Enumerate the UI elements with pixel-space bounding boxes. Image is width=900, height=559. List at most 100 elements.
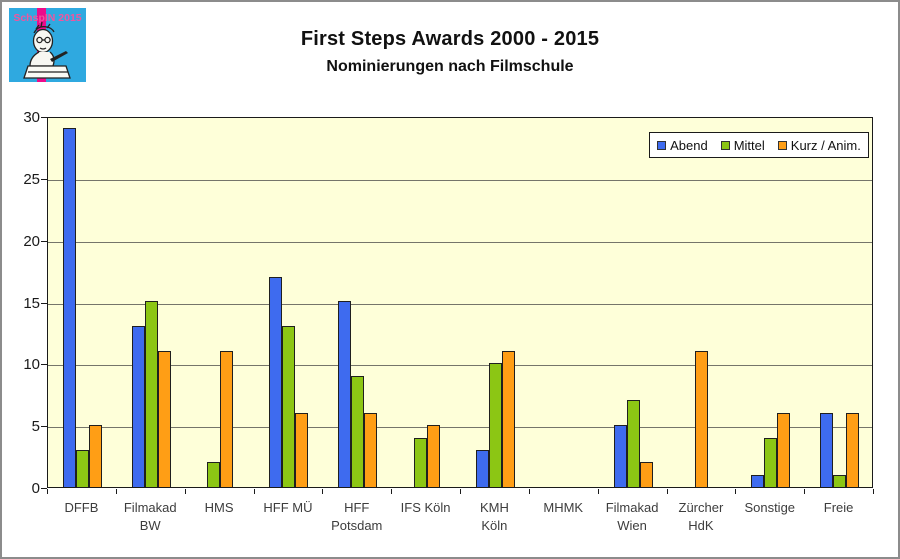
bar-kurz-anim [295,413,309,487]
bar-group [186,118,255,487]
bar-group [117,118,186,487]
bar-abend [62,128,76,487]
bar-group [530,118,599,487]
bar-abend [338,301,352,487]
legend: Abend Mittel Kurz / Anim. [649,132,869,158]
x-tick [460,489,461,494]
legend-swatch [657,140,667,150]
bar-mittel [282,326,296,487]
y-tick [41,426,47,427]
x-category-label: Filmakad BW [123,500,177,533]
bar-group [392,118,461,487]
y-tick-label: 30 [23,109,40,126]
x-category-label: HFF MÜ [263,500,313,515]
bar-kurz-anim [639,462,653,487]
bar-mittel [75,450,89,487]
bar-kurz-anim [846,413,860,487]
x-tick [391,489,392,494]
bar-mittel [351,376,365,487]
y-tick-label: 15 [23,295,40,312]
bar-kurz-anim [695,351,709,487]
bar-mittel [833,475,847,487]
x-category-label: HMS [204,500,234,515]
gridline [48,180,872,181]
x-tick [529,489,530,494]
bar-kurz-anim [777,413,791,487]
bar-kurz-anim [364,413,378,487]
bar-kurz-anim [157,351,171,487]
bar-abend [820,413,834,487]
bar-mittel [626,400,640,487]
x-tick [667,489,668,494]
bar-mittel [413,438,427,487]
legend-label: Kurz / Anim. [790,137,861,153]
y-tick [41,488,47,489]
bar-group [461,118,530,487]
bar-group [255,118,324,487]
y-tick [41,179,47,180]
bar-group [736,118,805,487]
legend-swatch [720,140,730,150]
x-tick [116,489,117,494]
x-category-label: Zürcher HdK [678,500,724,533]
gridline [48,365,872,366]
bar-group [805,118,874,487]
y-tick [41,364,47,365]
bar-abend [269,277,283,487]
x-category-label: KMH Köln [479,500,509,533]
y-tick [41,117,47,118]
bar-abend [613,425,627,487]
gridline [48,242,872,243]
y-tick [41,303,47,304]
x-tick [735,489,736,494]
gridline [48,304,872,305]
bar-mittel [488,363,502,487]
x-tick [598,489,599,494]
legend-label: Mittel [733,137,765,153]
x-category-label: MHMK [543,500,584,515]
gridline [48,427,872,428]
bar-group [48,118,117,487]
bar-group [599,118,668,487]
bar-abend [475,450,489,487]
x-tick [873,489,874,494]
x-category-label: HFF Potsdam [331,500,383,533]
y-tick-label: 25 [23,171,40,188]
legend-label: Abend [670,137,708,153]
y-tick [41,241,47,242]
bar-group [668,118,737,487]
y-tick-label: 10 [23,356,40,373]
x-tick [322,489,323,494]
bar-kurz-anim [88,425,102,487]
bar-kurz-anim [220,351,234,487]
chart-subtitle: Nominierungen nach Filmschule [326,58,574,75]
x-category-label: Filmakad Wien [605,500,659,533]
schspin-logo: SchspIN 2015 [9,8,86,82]
x-category-label: Sonstige [744,500,796,515]
bar-abend [131,326,145,487]
bar-mittel [144,301,158,487]
x-tick [804,489,805,494]
bar-mittel [764,438,778,487]
x-category-label: IFS Köln [400,500,451,515]
logo-text: SchspIN 2015 [13,12,81,24]
bar-mittel [207,462,221,487]
x-tick [185,489,186,494]
y-tick-label: 5 [31,418,40,435]
chart-header: First Steps Awards 2000 - 2015 Nominieru… [2,28,898,76]
legend-item: Kurz / Anim. [777,137,861,153]
y-tick-label: 0 [31,480,40,497]
bar-group [323,118,392,487]
x-tick [254,489,255,494]
bar-abend [751,475,765,487]
x-category-label: DFFB [64,500,99,515]
x-tick [47,489,48,494]
legend-item: Abend [657,138,708,153]
plot-area [47,117,873,488]
legend-item: Mittel [720,137,765,153]
logo-figure-icon [23,21,71,79]
y-tick-label: 20 [23,233,40,250]
bar-kurz-anim [501,351,515,487]
